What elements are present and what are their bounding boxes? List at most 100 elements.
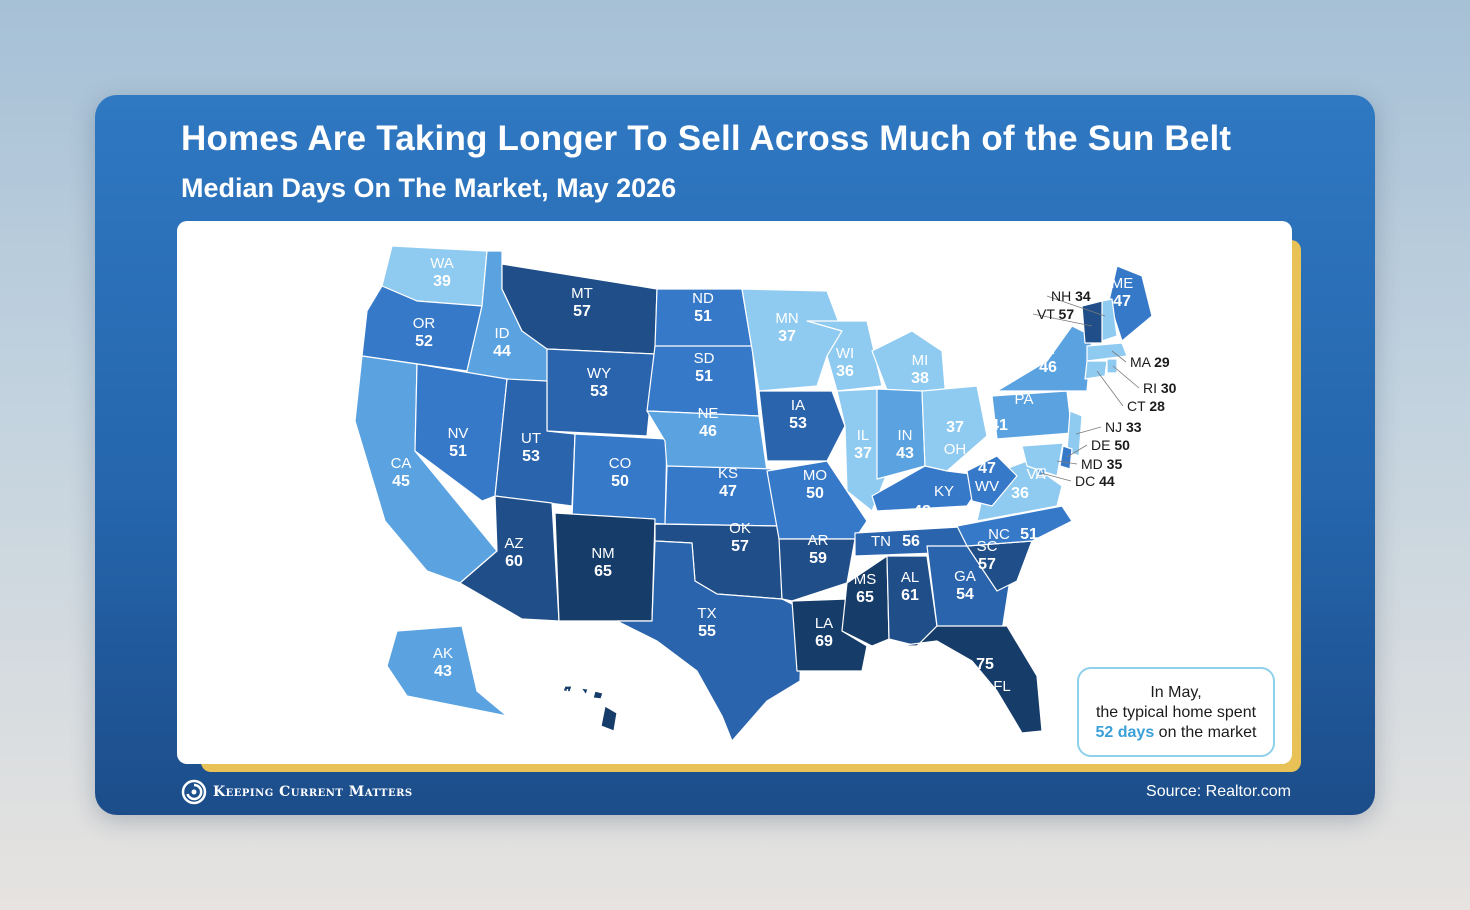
state-ct[interactable] [1084,360,1108,380]
source-note: Source: Realtor.com [1146,783,1291,800]
state-fl[interactable] [866,625,1043,734]
state-abbr-ut: UT [521,430,541,447]
state-shape-ar[interactable] [778,538,856,602]
state-value-sc: 57 [978,556,996,573]
state-abbr-dc: DC [1075,473,1099,489]
state-shape-hi[interactable] [562,685,573,693]
state-az[interactable] [459,495,560,622]
state-value-vt: 57 [1059,306,1075,322]
state-value-mn: 37 [778,328,796,345]
state-value-fl: 75 [976,656,994,673]
leader-line-nj [1075,426,1102,435]
state-hi[interactable] [562,685,618,732]
brand-name: Keeping Current Matters [213,784,413,800]
state-shape-wv[interactable] [966,455,1018,507]
state-ri[interactable] [1106,358,1118,374]
state-shape-nc[interactable] [956,505,1073,547]
state-shape-me[interactable] [1108,265,1153,342]
state-value-mt: 57 [573,303,591,320]
state-abbr-mo: MO [803,467,827,484]
state-abbr-wa: WA [430,255,454,272]
state-abbr-vt: VT [1037,306,1059,322]
state-abbr-nm: NM [591,545,614,562]
state-abbr-va: VA [1027,466,1046,483]
leader-line-nh [1046,295,1106,317]
state-shape-mn[interactable] [741,288,843,392]
state-abbr-nd: ND [692,290,714,307]
state-value-nj: 33 [1126,419,1142,435]
state-abbr-tn: TN [871,533,891,550]
state-shape-ct[interactable] [1084,360,1108,380]
state-abbr-ri: RI [1143,380,1161,396]
state-value-ak: 43 [434,663,452,680]
state-shape-nv[interactable] [414,363,508,502]
infographic-card: Homes Are Taking Longer To Sell Across M… [95,95,1375,815]
state-abbr-mi: MI [912,352,929,369]
state-oh[interactable] [921,385,988,472]
state-abbr-wy: WY [587,365,611,382]
leader-line-de [1066,444,1088,458]
leader-line-dc [1040,472,1072,482]
state-shape-fl[interactable] [866,625,1043,734]
state-abbr-co: CO [609,455,632,472]
state-ar[interactable] [778,538,856,602]
state-nv[interactable] [414,363,508,502]
state-label-ct: CT 28 [1127,398,1165,414]
state-value-la: 69 [815,633,833,650]
state-vt[interactable] [1081,300,1103,344]
state-abbr-ky: KY [934,483,954,500]
state-shape-ak[interactable] [386,625,508,717]
state-me[interactable] [1108,265,1153,342]
state-abbr-ga: GA [954,568,976,585]
state-shape-hi[interactable] [580,687,589,696]
state-label-vt: VT 57 [1037,306,1074,322]
state-shape-de[interactable] [1059,445,1073,470]
state-mn[interactable] [741,288,843,392]
state-value-ca: 45 [392,473,410,490]
state-abbr-nj: NJ [1105,419,1126,435]
state-abbr-ms: MS [854,571,877,588]
state-value-ma: 29 [1154,354,1170,370]
state-shape-ma[interactable] [1086,342,1128,362]
state-ia[interactable] [758,390,846,462]
state-ms[interactable] [841,555,890,647]
state-abbr-la: LA [815,615,833,632]
state-shape-oh[interactable] [921,385,988,472]
state-shape-nj[interactable] [1066,410,1083,457]
state-de[interactable] [1059,445,1073,470]
state-value-hi: 83 [564,704,582,721]
brand-logo: Keeping Current Matters [181,779,413,805]
state-value-id: 44 [493,343,511,360]
state-value-il: 37 [854,445,872,462]
state-shape-az[interactable] [459,495,560,622]
state-ma[interactable] [1086,342,1128,362]
state-ak[interactable] [386,625,508,717]
state-shape-tx[interactable] [616,540,803,742]
state-value-ia: 53 [789,415,807,432]
state-nj[interactable] [1066,410,1083,457]
state-shape-vt[interactable] [1081,300,1103,344]
state-value-ne: 46 [699,423,717,440]
state-md[interactable] [1021,442,1064,477]
state-abbr-me: ME [1111,275,1134,292]
state-shape-hi[interactable] [592,690,604,700]
state-shape-md[interactable] [1021,442,1064,477]
state-wv[interactable] [966,455,1018,507]
state-shape-ms[interactable] [841,555,890,647]
state-tx[interactable] [616,540,803,742]
state-shape-ri[interactable] [1106,358,1118,374]
state-label-ma: MA 29 [1130,354,1170,370]
state-value-pa: 41 [990,417,1008,434]
state-value-me: 47 [1113,293,1131,310]
state-abbr-ak: AK [433,645,453,662]
state-shape-ia[interactable] [758,390,846,462]
state-value-wi: 36 [836,363,854,380]
state-value-ms: 65 [856,589,874,606]
state-label-ri: RI 30 [1143,380,1177,396]
state-value-ct: 28 [1149,398,1165,414]
state-value-wv: 47 [978,460,996,477]
state-shape-hi[interactable] [600,705,618,732]
leader-line-ma [1111,350,1127,363]
state-abbr-or: OR [413,315,436,332]
state-nc[interactable] [956,505,1073,547]
